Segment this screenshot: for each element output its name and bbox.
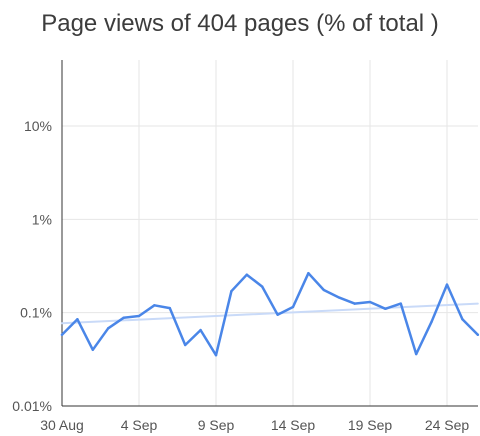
x-tick-label: 14 Sep: [271, 417, 316, 433]
data-point: [230, 289, 233, 293]
data-point: [122, 316, 125, 320]
data-point: [399, 302, 402, 305]
x-tick-label: 24 Sep: [425, 417, 470, 433]
data-point: [91, 348, 95, 352]
data-point: [168, 306, 171, 310]
data-point: [368, 300, 372, 304]
data-point: [60, 333, 64, 336]
data-point: [338, 296, 341, 299]
y-tick-label: 0.01%: [12, 398, 52, 414]
data-point: [214, 354, 218, 357]
data-point: [430, 320, 433, 323]
data-point: [107, 327, 110, 330]
x-tick-label: 9 Sep: [198, 417, 235, 433]
data-point: [76, 318, 79, 321]
x-tick-label: 4 Sep: [121, 417, 158, 433]
data-point: [461, 318, 464, 321]
data-point: [307, 271, 310, 275]
data-point: [153, 304, 156, 307]
data-point: [445, 283, 449, 286]
data-point: [353, 302, 356, 305]
chart-title: Page views of 404 pages (% of total ): [41, 10, 439, 37]
data-point: [137, 314, 141, 318]
y-tick-label: 10%: [24, 118, 52, 134]
data-point: [199, 328, 202, 332]
data-point: [291, 305, 295, 309]
x-tick-label: 19 Sep: [348, 417, 393, 433]
data-point: [415, 352, 418, 356]
x-tick-label: 30 Aug: [40, 417, 84, 433]
data-point: [261, 285, 264, 288]
series-line: [60, 271, 480, 357]
data-point: [184, 343, 187, 347]
y-tick-label: 1%: [32, 211, 52, 227]
trend-line: [61, 302, 479, 325]
y-tick-label: 0.1%: [20, 305, 52, 321]
data-point: [322, 288, 325, 292]
data-point: [476, 333, 479, 336]
data-point: [384, 307, 387, 311]
data-point: [245, 273, 248, 276]
data-point: [276, 313, 279, 316]
